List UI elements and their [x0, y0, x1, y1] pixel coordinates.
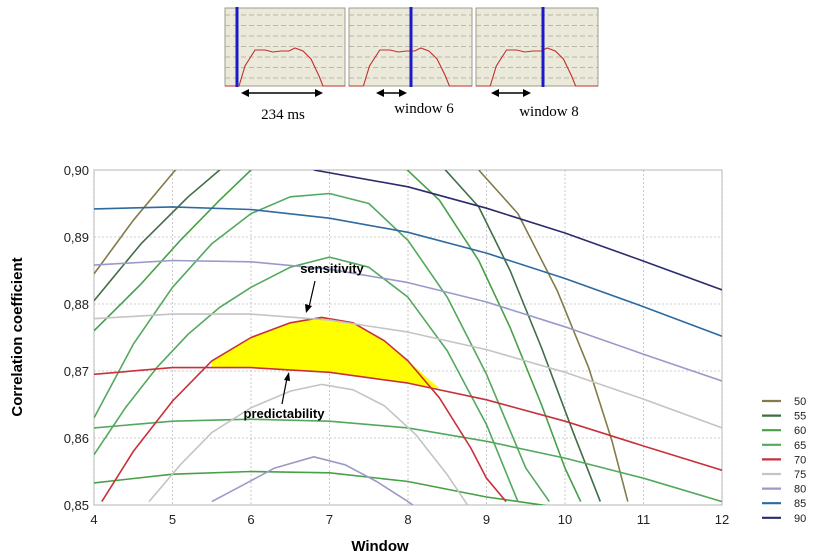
window-label-8: window 8	[519, 104, 579, 120]
series-line-80	[211, 455, 415, 505]
series-line-50	[94, 170, 177, 275]
annotation-sensitivity: sensitivity	[300, 261, 364, 276]
window-illustrations: 234 ms window 6 window 8	[224, 7, 599, 123]
arrowhead-left	[241, 89, 249, 97]
legend-label-90: 90	[794, 513, 806, 525]
arrowhead-right	[315, 89, 323, 97]
legend-label-60: 60	[794, 425, 806, 437]
series-line-80	[94, 259, 722, 382]
x-axis-label: Window	[351, 538, 409, 555]
series-line-60	[406, 170, 582, 502]
signal-trace	[476, 47, 598, 87]
x-tick-label: 4	[90, 512, 97, 527]
plot-area	[93, 169, 723, 506]
legend-label-80: 80	[794, 484, 806, 496]
x-tick-label: 6	[247, 512, 254, 527]
series-line-65	[94, 192, 550, 503]
optimal-region	[211, 317, 440, 389]
arrowhead-left	[491, 89, 499, 97]
y-tick-label: 0,86	[64, 431, 89, 446]
predictability-arrow	[281, 377, 288, 405]
series-line-55	[444, 170, 602, 502]
y-tick-label: 0,89	[64, 230, 89, 245]
signal-trace	[225, 47, 345, 87]
y-tick-label: 0,87	[64, 364, 89, 379]
x-tick-label: 10	[558, 512, 572, 527]
y-axis-label: Correlation coefficient	[9, 257, 26, 416]
legend-label-75: 75	[794, 469, 806, 481]
legend-label-50: 50	[794, 396, 806, 408]
arrowhead-right	[399, 89, 407, 97]
series-line-70	[101, 316, 507, 503]
series-line-55	[94, 170, 221, 302]
annotation-predictability: predictability	[244, 406, 326, 421]
x-tick-label: 9	[483, 512, 490, 527]
series-line-65	[94, 256, 519, 502]
arrowhead-right	[523, 89, 531, 97]
x-tick-label: 12	[715, 512, 729, 527]
x-tick-label: 7	[326, 512, 333, 527]
legend-label-65: 65	[794, 440, 806, 452]
sensitivity-arrowhead	[305, 304, 312, 313]
legend-label-55: 55	[794, 411, 806, 423]
window-label-234ms: 234 ms	[261, 107, 305, 123]
correlation-chart: 4 5 6 7 8 9 10 11 12 0,85 0,86 0,87 0,88 0,89 0,90 sen…	[9, 163, 806, 555]
series-line-75	[148, 383, 469, 505]
series-line-85	[94, 206, 722, 337]
y-tick-label: 0,88	[64, 297, 89, 312]
sensitivity-arrow	[308, 280, 316, 308]
arrowhead-left	[376, 89, 384, 97]
y-tick-label: 0,85	[64, 498, 89, 513]
legend-label-70: 70	[794, 454, 806, 466]
window-thumbnail	[224, 7, 346, 87]
x-tick-label: 5	[169, 512, 176, 527]
predictability-arrowhead	[284, 372, 290, 381]
window-label-6: window 6	[394, 101, 454, 117]
x-tick-label: 8	[404, 512, 411, 527]
series-line-60	[94, 170, 252, 332]
y-tick-label: 0,90	[64, 163, 89, 178]
series-line-70	[94, 366, 722, 471]
window-thumbnail	[475, 7, 599, 87]
series-line-90	[313, 170, 722, 291]
x-tick-label: 11	[637, 512, 651, 527]
series-line-75	[94, 313, 722, 429]
legend-label-85: 85	[794, 498, 806, 510]
